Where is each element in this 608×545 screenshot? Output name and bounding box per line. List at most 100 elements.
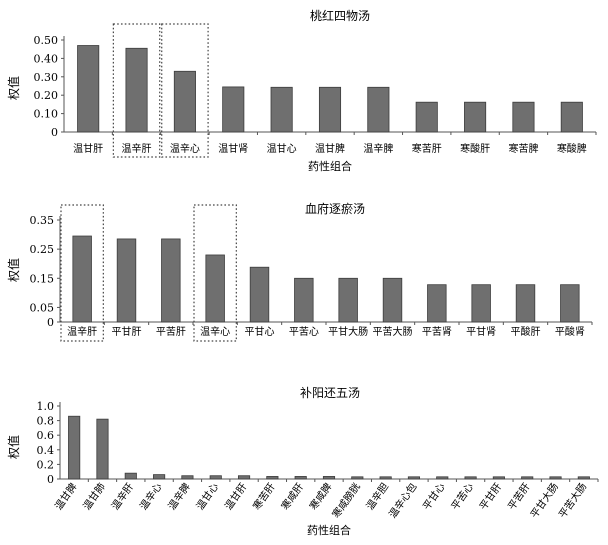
y-axis-label: 权值 — [6, 435, 21, 459]
y-tick-label: 0.8 — [37, 415, 55, 428]
y-tick-label: 0.05 — [30, 301, 55, 314]
y-tick-label: 0.20 — [34, 89, 59, 102]
category-label: 平甘大肠 — [328, 325, 368, 338]
y-axis-label: 权值 — [6, 76, 21, 100]
category-label: 寒酸肝 — [460, 142, 490, 155]
highlight-box — [161, 23, 209, 158]
y-tick-label: 0.4 — [37, 444, 55, 457]
bar-8 — [294, 476, 307, 480]
y-tick-label: 0.40 — [34, 52, 59, 65]
category-label: 寒酸脾 — [557, 142, 587, 155]
bar-6 — [367, 86, 390, 133]
bar-9 — [322, 476, 336, 480]
y-tick-label: 0.25 — [30, 243, 55, 256]
category-label: 温甘肝 — [73, 142, 103, 155]
category-label: 温辛心包 — [386, 480, 420, 520]
y-axis-label: 权值 — [6, 258, 21, 282]
bar-11 — [379, 476, 392, 480]
bar-9 — [471, 284, 491, 323]
bar-7 — [382, 277, 403, 323]
x-axis-label: 药性组合 — [307, 523, 351, 537]
category-label: 平甘肝 — [476, 480, 504, 512]
category-label: 平甘心 — [245, 325, 275, 338]
highlight-box — [112, 23, 161, 158]
category-label: 平苦肝 — [505, 480, 533, 512]
y-tick-label: 0 — [51, 126, 58, 139]
category-label: 平酸肝 — [511, 325, 541, 338]
bar-9 — [512, 101, 535, 133]
category-label: 平甘心 — [420, 480, 448, 512]
bar-16 — [521, 476, 534, 480]
category-label: 温甘心 — [267, 142, 297, 155]
category-label: 温辛脾 — [363, 142, 393, 155]
bar-7 — [415, 101, 438, 133]
bar-11 — [560, 284, 580, 323]
category-label: 温辛脾 — [165, 480, 193, 512]
y-tick-label: 0.35 — [30, 214, 55, 227]
y-tick-label: 0 — [47, 473, 54, 486]
category-label: 寒苦肝 — [412, 142, 442, 155]
bar-2 — [173, 70, 196, 133]
category-label: 寒咸肝 — [278, 480, 306, 512]
category-label: 温辛肝 — [122, 142, 152, 155]
chart-title: 血府逐瘀汤 — [305, 201, 365, 216]
category-label: 温辛胆 — [363, 480, 391, 512]
bar-18 — [577, 476, 590, 480]
bar-0 — [77, 45, 100, 133]
bar-5 — [209, 475, 222, 480]
x-axis-label: 药性组合 — [308, 159, 352, 173]
bar-2 — [124, 472, 137, 480]
bar-7 — [266, 476, 279, 480]
category-label: 平甘肝 — [112, 325, 142, 338]
bar-4 — [270, 86, 293, 133]
bar-10 — [351, 476, 364, 480]
category-label: 温辛肝 — [67, 325, 97, 338]
category-label: 温甘脾 — [315, 142, 345, 155]
bar-6 — [338, 277, 358, 323]
y-tick-label: 0.10 — [34, 108, 59, 121]
bar-3 — [153, 474, 166, 480]
bar-8 — [464, 101, 487, 133]
category-label: 平苦肝 — [156, 325, 186, 338]
bar-10 — [560, 101, 583, 133]
bar-13 — [436, 476, 449, 480]
category-label: 温甘心 — [193, 480, 221, 512]
category-label: 温辛心 — [200, 325, 230, 338]
bar-1 — [96, 418, 109, 480]
category-label: 平甘肾 — [466, 325, 496, 338]
bar-3 — [205, 254, 225, 323]
bar-3 — [222, 86, 245, 133]
chart-title: 补阳还五汤 — [300, 386, 360, 400]
category-label: 寒咸脾 — [307, 480, 335, 512]
y-tick-label: 0.50 — [34, 34, 59, 47]
bar-12 — [407, 476, 421, 480]
category-label: 平苦大肠 — [373, 325, 413, 338]
bar-8 — [427, 284, 447, 323]
bar-2 — [161, 238, 181, 323]
bar-5 — [294, 277, 314, 323]
bar-1 — [116, 238, 137, 323]
bar-17 — [549, 476, 562, 480]
category-label: 寒苦肝 — [250, 480, 278, 512]
category-label: 平酸肾 — [555, 325, 585, 338]
bar-0 — [68, 415, 81, 480]
category-label: 寒苦脾 — [508, 142, 538, 155]
y-tick-label: 1.0 — [37, 400, 55, 413]
bar-5 — [318, 86, 342, 133]
category-label: 平苦肾 — [422, 325, 452, 338]
category-label: 温辛肝 — [108, 480, 136, 512]
bar-15 — [492, 476, 505, 480]
category-label: 平苦大肠 — [556, 480, 590, 520]
category-label: 温辛心 — [170, 142, 200, 155]
category-label: 温甘肺 — [80, 480, 108, 512]
bar-4 — [249, 266, 270, 323]
category-label: 温辛心 — [137, 480, 165, 512]
highlight-box — [193, 204, 237, 342]
y-tick-label: 0.15 — [30, 272, 55, 285]
y-tick-label: 0.2 — [37, 458, 55, 471]
highlight-box — [60, 204, 104, 342]
